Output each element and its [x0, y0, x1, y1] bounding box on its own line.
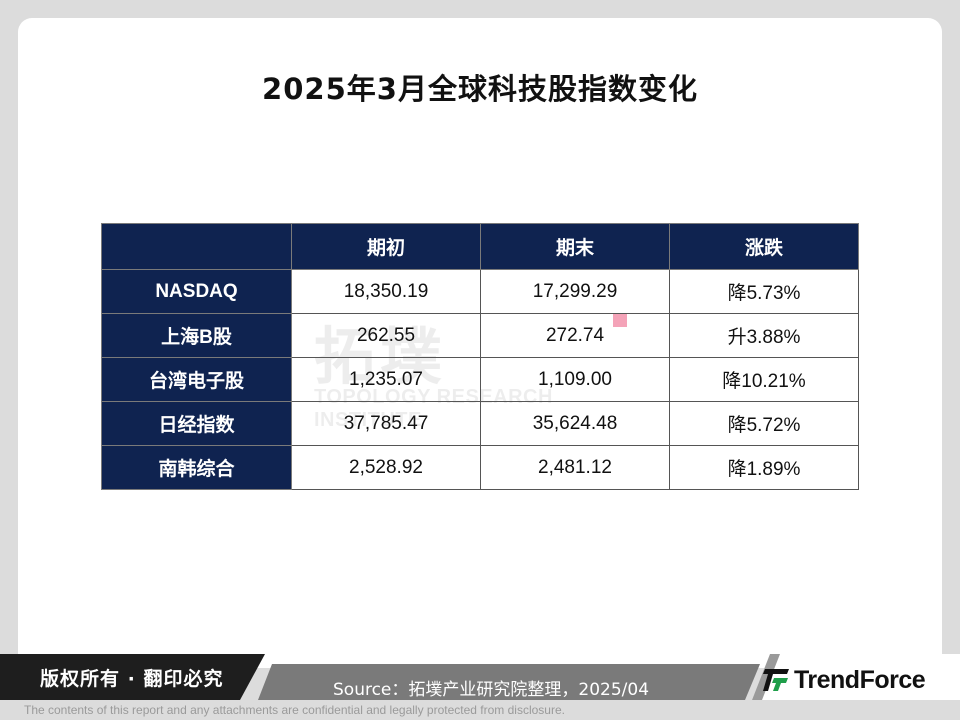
header-cell [101, 223, 292, 270]
footer-bar [0, 654, 960, 700]
end-value: 17,299.29 [480, 269, 670, 314]
change-value: 降5.72% [669, 401, 859, 446]
end-value: 35,624.48 [480, 401, 670, 446]
table-row: 上海B股 262.55 272.74 升3.88% [101, 313, 859, 358]
start-value: 1,235.07 [291, 357, 481, 402]
footer-shapes [0, 654, 960, 700]
table-row: 日经指数 37,785.47 35,624.48 降5.72% [101, 401, 859, 446]
row-label: NASDAQ [101, 269, 292, 314]
source-text: Source：拓墣产业研究院整理，2025/04 [333, 680, 650, 700]
header-cell: 涨跌 [669, 223, 859, 270]
start-value: 18,350.19 [291, 269, 481, 314]
end-value: 1,109.00 [480, 357, 670, 402]
row-label: 上海B股 [101, 313, 292, 358]
row-label: 台湾电子股 [101, 357, 292, 402]
page-title: 2025年3月全球科技股指数变化 [262, 72, 698, 106]
start-value: 37,785.47 [291, 401, 481, 446]
table-header-row: 期初 期末 涨跌 [101, 223, 859, 270]
change-value: 降10.21% [669, 357, 859, 402]
change-value: 降5.73% [669, 269, 859, 314]
header-cell: 期末 [480, 223, 670, 270]
table-row: 台湾电子股 1,235.07 1,109.00 降10.21% [101, 357, 859, 402]
table-row: 南韩综合 2,528.92 2,481.12 降1.89% [101, 445, 859, 490]
end-value: 2,481.12 [480, 445, 670, 490]
header-cell: 期初 [291, 223, 481, 270]
start-value: 262.55 [291, 313, 481, 358]
start-value: 2,528.92 [291, 445, 481, 490]
logo-text: TrendForce [794, 665, 926, 694]
table-row: NASDAQ 18,350.19 17,299.29 降5.73% [101, 269, 859, 314]
end-value: 272.74 [480, 313, 670, 358]
row-label: 日经指数 [101, 401, 292, 446]
trendforce-logo-icon [763, 669, 789, 691]
row-label: 南韩综合 [101, 445, 292, 490]
change-value: 降1.89% [669, 445, 859, 490]
copyright-text: 版权所有 · 翻印必究 [40, 668, 224, 690]
index-table: 期初 期末 涨跌 NASDAQ 18,350.19 17,299.29 降5.7… [101, 223, 859, 490]
trendforce-logo: TrendForce [762, 664, 926, 696]
change-value: 升3.88% [669, 313, 859, 358]
disclaimer-text: The contents of this report and any atta… [24, 703, 565, 717]
